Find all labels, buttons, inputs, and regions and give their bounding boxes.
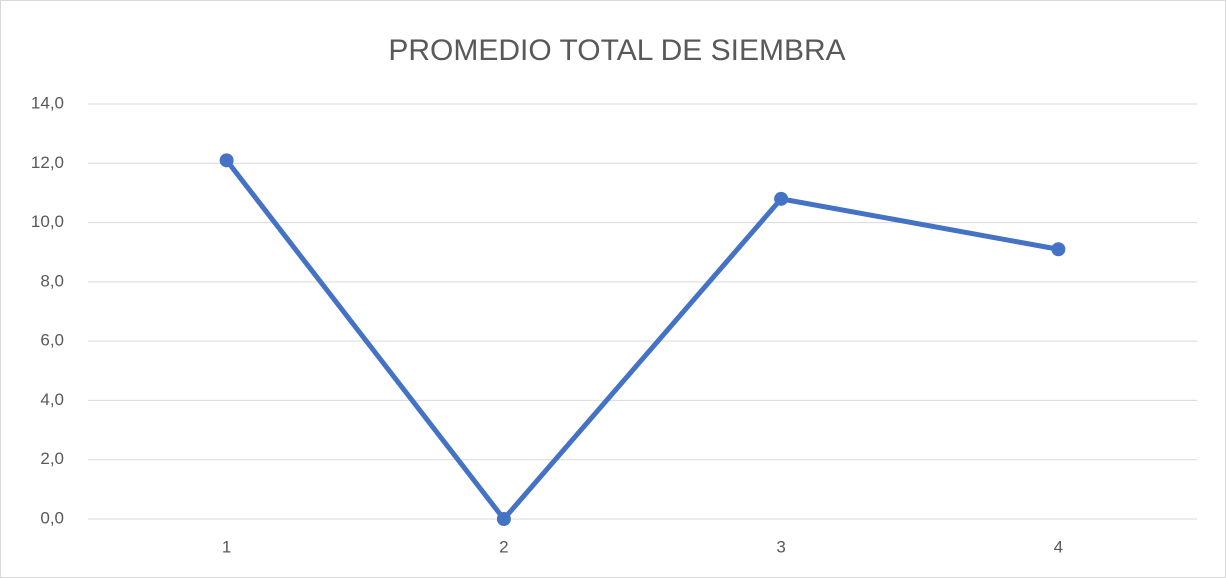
line (224, 158, 1059, 522)
y-tick-label: 4,0 (40, 390, 64, 409)
marker (774, 191, 789, 206)
y-tick-label: 10,0 (31, 212, 64, 231)
y-tick-label: 14,0 (31, 93, 64, 112)
marker (1051, 242, 1066, 257)
chart-title: PROMEDIO TOTAL DE SIEMBRA (388, 34, 845, 67)
marker (219, 153, 234, 168)
marker (496, 512, 511, 526)
y-tick-label: 2,0 (40, 449, 64, 468)
x-tick-label: 4 (1054, 537, 1063, 556)
y-tick-label: 6,0 (40, 331, 64, 350)
x-tick-label: 2 (499, 537, 508, 556)
y-tick-label: 8,0 (40, 271, 64, 290)
x-tick-label: 1 (222, 537, 231, 556)
y-tick-label: 0,0 (40, 508, 64, 527)
y-tick-label: 12,0 (31, 153, 64, 172)
x-tick-label: 3 (776, 537, 785, 556)
